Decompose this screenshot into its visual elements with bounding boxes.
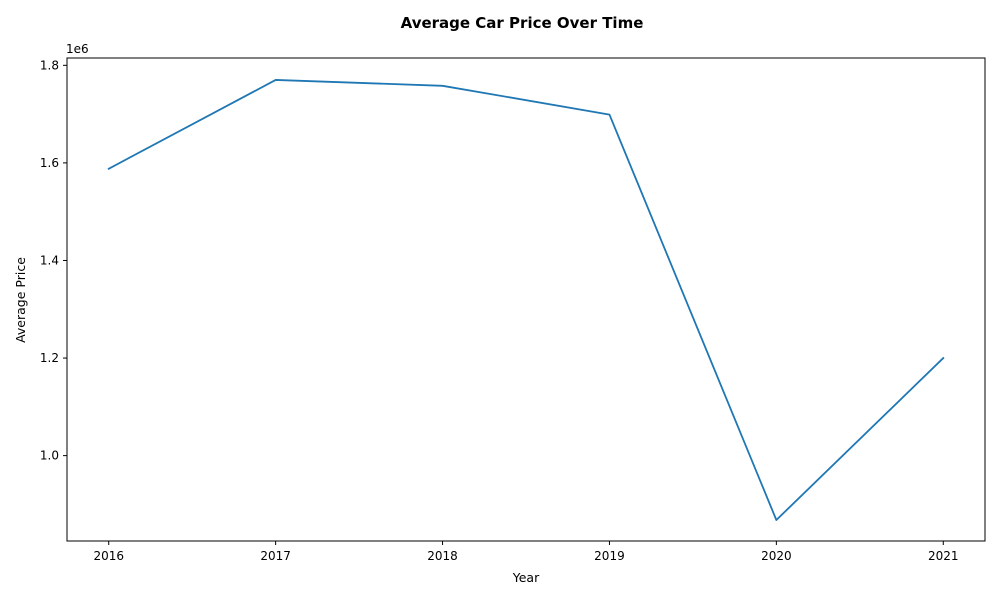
x-axis-label: Year — [512, 570, 540, 585]
plot-frame — [66, 57, 986, 542]
series-line — [107, 79, 945, 521]
y-tick-label: 1.0 — [40, 449, 59, 463]
plot-area: 2016 2017 2018 2019 2020 2021 1.0 1.2 1.4 1.6 1.8 — [40, 57, 986, 563]
y-tick-label: 1.4 — [40, 253, 59, 267]
x-tick-label: 2017 — [260, 549, 291, 563]
y-tick-label: 1.8 — [40, 58, 59, 72]
x-tick-label: 2018 — [427, 549, 458, 563]
y-tick-label: 1.6 — [40, 156, 59, 170]
chart-title: Average Car Price Over Time — [401, 14, 644, 32]
x-tick-label: 2020 — [761, 549, 792, 563]
y-axis-offset-label: 1e6 — [66, 42, 89, 56]
x-tick-label: 2021 — [928, 549, 959, 563]
y-tick-label: 1.2 — [40, 351, 59, 365]
y-axis-label: Average Price — [13, 257, 28, 343]
x-tick-label: 2016 — [93, 549, 124, 563]
x-tick-label: 2019 — [594, 549, 625, 563]
